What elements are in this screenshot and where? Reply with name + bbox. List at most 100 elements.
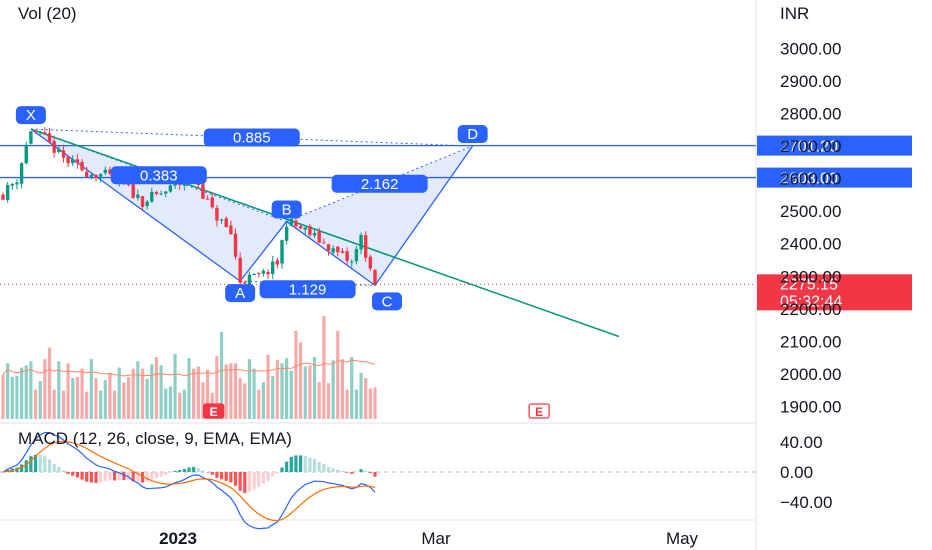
price-tick-label: 2700.00 <box>780 137 841 156</box>
macd-histogram-bar <box>89 472 93 483</box>
candle-body <box>271 261 275 274</box>
candle-body <box>219 219 224 221</box>
macd-histogram-bar <box>80 472 84 480</box>
volume-bar <box>136 361 140 419</box>
macd-histogram-bar <box>340 470 345 472</box>
macd-histogram-bar <box>359 469 363 472</box>
candle-body <box>145 201 149 206</box>
volume-bar <box>238 378 242 419</box>
volume-bar <box>331 360 335 419</box>
macd-pane <box>0 431 756 530</box>
candle-body <box>229 225 233 235</box>
candle-body <box>15 182 19 185</box>
macd-histogram-bar <box>201 470 205 472</box>
candle-body <box>168 185 173 192</box>
level-price-label: 2603.00 <box>780 171 838 188</box>
volume-bar <box>15 375 19 419</box>
volume-bar <box>364 378 368 419</box>
volume-bar <box>164 388 168 419</box>
volume-bar <box>6 363 10 419</box>
volume-bar <box>215 356 219 419</box>
macd-histogram-bar <box>285 461 289 472</box>
macd-histogram-bar <box>206 472 210 473</box>
trendline-line[interactable] <box>30 128 620 338</box>
volume-bar <box>196 366 200 419</box>
candle-body <box>29 131 33 144</box>
candle-body <box>322 242 326 244</box>
macd-histogram-bar <box>354 472 358 473</box>
macd-histogram-bar <box>331 468 335 472</box>
candle-body <box>38 131 42 133</box>
macd-histogram-bar <box>182 468 186 472</box>
macd-histogram-bar <box>364 470 368 472</box>
event-marker[interactable] <box>202 403 225 419</box>
candle-body <box>5 185 10 201</box>
candle-body <box>252 273 256 275</box>
volume-bar <box>233 363 238 419</box>
macd-histogram-bar <box>178 469 182 472</box>
volume-bar <box>94 378 98 419</box>
macd-histogram-bar <box>261 472 265 484</box>
macd-histogram-bar <box>219 472 224 480</box>
candle-body <box>201 184 205 199</box>
trendline[interactable] <box>30 128 620 338</box>
macd-histogram-bar <box>233 472 238 486</box>
macd-histogram-bar <box>243 472 247 494</box>
event-marker[interactable] <box>528 403 550 419</box>
macd-histogram-bar <box>322 464 326 472</box>
volume-bar <box>271 375 275 419</box>
macd-histogram-bar <box>61 470 66 472</box>
pattern-point-tag <box>372 292 402 311</box>
candle-body <box>312 232 317 236</box>
candle-body <box>164 191 168 194</box>
candle-body <box>317 231 321 243</box>
volume-bar <box>33 389 38 419</box>
volume-bar <box>252 368 256 419</box>
event-marker-label: E <box>210 405 218 419</box>
macd-histogram-bar <box>99 472 103 483</box>
macd-histogram-bar <box>131 472 135 482</box>
pattern-point-tag <box>225 284 256 303</box>
candle-body <box>136 194 140 199</box>
volume-bar <box>43 359 47 419</box>
macd-histogram-bar <box>266 472 270 481</box>
volume-bar <box>57 361 61 419</box>
candle-body <box>247 274 252 286</box>
macd-histogram-bar <box>196 467 200 472</box>
candle-body <box>94 174 98 178</box>
price-tick-label: 2400.00 <box>780 235 841 254</box>
macd-histogram-bar <box>173 470 177 472</box>
candle-body <box>359 234 363 250</box>
macd-histogram-bar <box>275 472 279 474</box>
candle-body <box>298 226 303 229</box>
macd-histogram-bar <box>136 472 140 482</box>
candle-body <box>75 159 80 163</box>
pattern-ratio-label: 1.129 <box>289 281 327 298</box>
volume-bar <box>354 389 358 419</box>
volume-bar <box>1 374 5 419</box>
candle-body <box>43 132 47 135</box>
volume-bar <box>266 354 270 419</box>
horizontal-levels[interactable]: 2701.20 2603.00 <box>0 135 912 188</box>
volume-bar <box>359 372 363 419</box>
signal-line <box>2 440 376 522</box>
volume-bar <box>187 358 191 419</box>
pattern-ratio-tag <box>203 128 300 147</box>
macd-histogram-bar <box>350 472 354 474</box>
pattern-labels: X A B C D 0.383 1.129 2.162 0.885 <box>15 106 488 311</box>
candle-body <box>140 196 145 207</box>
macd-histogram-bar <box>38 454 42 472</box>
candle-body <box>266 272 270 275</box>
pattern-ratio-label: 2.162 <box>361 176 399 193</box>
last-price-tag <box>757 274 912 311</box>
candle-body <box>364 235 368 258</box>
volume-bar <box>103 380 107 419</box>
macd-histogram-bar <box>289 456 293 472</box>
macd-histogram-bar <box>57 466 61 472</box>
volume-bar <box>294 330 298 419</box>
macd-histogram-bar <box>71 472 75 476</box>
price-tick-label: 2800.00 <box>780 104 841 123</box>
